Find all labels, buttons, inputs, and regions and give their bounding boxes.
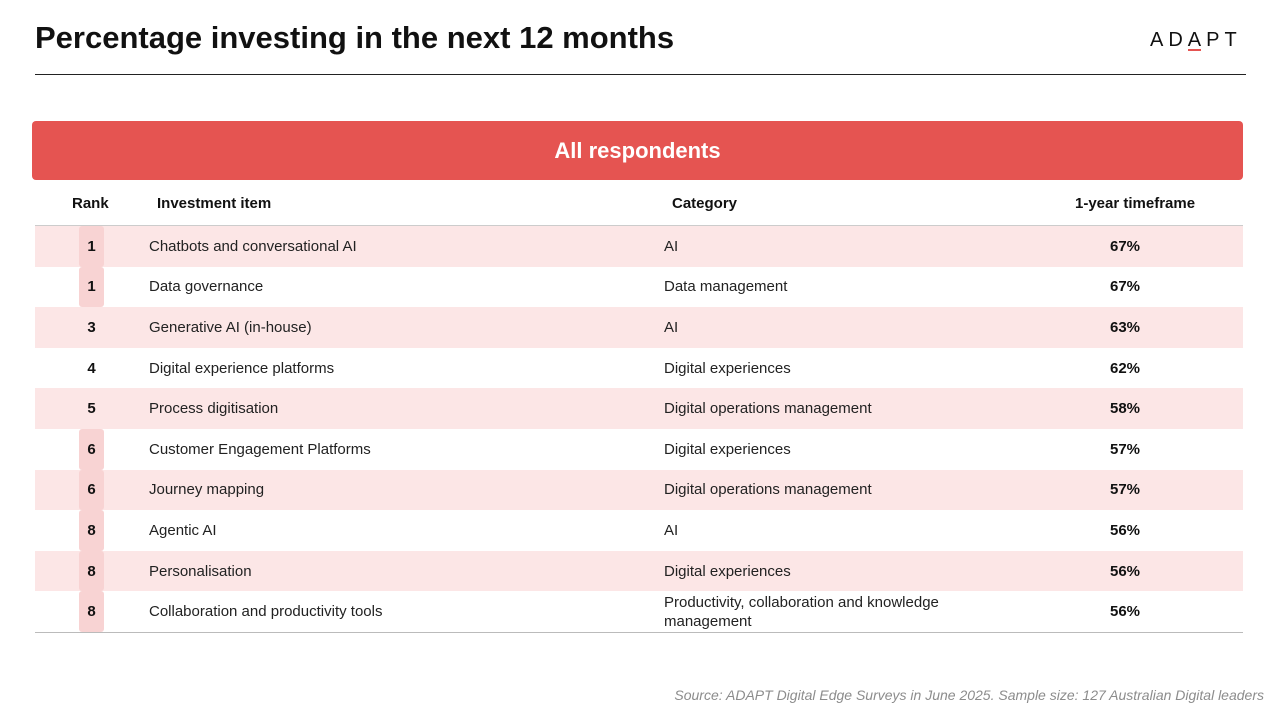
logo-accent-bar xyxy=(1187,49,1202,51)
category-cell: AI xyxy=(664,237,679,255)
table-row: 1 Chatbots and conversational AI AI 67% xyxy=(35,226,1243,267)
table-row: 6 Customer Engagement Platforms Digital … xyxy=(35,428,1243,470)
category-cell: Data management xyxy=(664,278,788,296)
table-row: 5 Process digitisation Digital operation… xyxy=(35,388,1243,429)
investment-table-body: 1 Chatbots and conversational AI AI 67% … xyxy=(35,226,1243,633)
percentage-cell: 56% xyxy=(1109,603,1141,621)
investment-item-cell: Chatbots and conversational AI xyxy=(149,237,357,255)
logo-accent-letter: A xyxy=(1187,29,1207,52)
percentage-cell: 63% xyxy=(1109,318,1141,336)
investment-item-cell: Process digitisation xyxy=(149,400,279,418)
rank-cell: 8 xyxy=(79,591,104,632)
investment-item-cell: Collaboration and productivity tools xyxy=(149,603,383,621)
rank-cell: 8 xyxy=(79,550,104,592)
table-row: 8 Personalisation Digital experiences 56… xyxy=(35,550,1243,592)
percentage-cell: 58% xyxy=(1109,400,1141,418)
logo-text-post: PT xyxy=(1206,29,1242,51)
logo-text-accent: A xyxy=(1187,29,1207,51)
percentage-cell: 57% xyxy=(1109,481,1141,499)
investment-item-cell: Personalisation xyxy=(149,562,252,580)
table-header: Rank Investment item Category 1-year tim… xyxy=(35,181,1243,226)
percentage-cell: 57% xyxy=(1109,440,1141,458)
rank-cell: 6 xyxy=(79,428,104,470)
source-note: Source: ADAPT Digital Edge Surveys in Ju… xyxy=(674,687,1264,703)
category-cell: AI xyxy=(664,521,679,539)
category-cell: Digital experiences xyxy=(664,440,791,458)
category-cell: Digital experiences xyxy=(664,359,791,377)
percentage-cell: 56% xyxy=(1109,521,1141,539)
table-row: 8 Agentic AI AI 56% xyxy=(35,510,1243,551)
rank-cell: 3 xyxy=(87,318,96,336)
table-row: 8 Collaboration and productivity tools P… xyxy=(35,591,1243,633)
banner-label: All respondents xyxy=(554,137,721,163)
table-row: 6 Journey mapping Digital operations man… xyxy=(35,469,1243,511)
investment-item-cell: Digital experience platforms xyxy=(149,359,335,377)
percentage-cell: 67% xyxy=(1109,237,1141,255)
rank-cell: 6 xyxy=(79,469,104,511)
investment-item-cell: Generative AI (in-house) xyxy=(149,318,312,336)
rank-cell: 1 xyxy=(79,266,104,308)
header-rank: Rank xyxy=(72,195,109,212)
table-row: 4 Digital experience platforms Digital e… xyxy=(35,348,1243,389)
investment-item-cell: Customer Engagement Platforms xyxy=(149,440,371,458)
investment-item-cell: Agentic AI xyxy=(149,521,217,539)
header-timeframe: 1-year timeframe xyxy=(1075,195,1196,212)
rank-cell: 1 xyxy=(79,226,104,267)
category-cell: Productivity, collaboration and knowledg… xyxy=(664,593,939,630)
table-row: 3 Generative AI (in-house) AI 63% xyxy=(35,307,1243,348)
logo-text-pre: AD xyxy=(1150,29,1188,51)
rank-cell: 4 xyxy=(87,359,96,377)
rank-cell: 5 xyxy=(87,400,96,418)
table-row: 1 Data governance Data management 67% xyxy=(35,266,1243,308)
page-title: Percentage investing in the next 12 mont… xyxy=(35,20,675,55)
percentage-cell: 67% xyxy=(1109,278,1141,296)
rank-cell: 8 xyxy=(79,510,104,551)
category-cell: Digital experiences xyxy=(664,562,791,580)
title-divider xyxy=(35,74,1246,75)
investment-item-cell: Journey mapping xyxy=(149,481,265,499)
adapt-logo: ADA PT xyxy=(1150,29,1242,52)
investment-item-cell: Data governance xyxy=(149,278,264,296)
header-category: Category xyxy=(672,195,738,212)
header-investment-item: Investment item xyxy=(157,195,272,212)
category-cell: Digital operations management xyxy=(664,481,872,499)
respondents-banner: All respondents xyxy=(32,121,1243,180)
category-cell: AI xyxy=(664,318,679,336)
percentage-cell: 62% xyxy=(1109,359,1141,377)
percentage-cell: 56% xyxy=(1109,562,1141,580)
category-cell: Digital operations management xyxy=(664,400,872,418)
